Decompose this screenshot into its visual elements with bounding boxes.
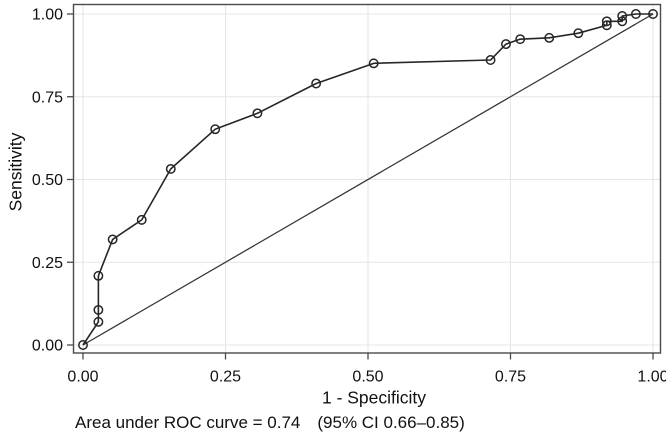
ci-text: (95% CI 0.66–0.85) — [317, 413, 465, 432]
roc-curve-line — [82, 13, 653, 346]
roc-marker — [311, 78, 322, 89]
roc-marker — [165, 163, 176, 174]
roc-marker — [93, 270, 104, 281]
roc-marker — [78, 340, 88, 350]
roc-marker — [93, 304, 104, 315]
roc-marker — [648, 9, 658, 19]
x-axis-label: 1 - Specificity — [321, 387, 427, 408]
roc-marker — [617, 11, 628, 21]
y-tick-label: 0.00 — [32, 338, 63, 355]
roc-marker — [515, 34, 526, 45]
y-tick-label: 0.25 — [32, 255, 63, 272]
x-tick-label: 0.50 — [352, 369, 383, 386]
roc-marker — [544, 32, 555, 43]
roc-marker — [500, 39, 511, 50]
x-tick-label: 0.25 — [210, 369, 241, 386]
auc-text: Area under ROC curve = 0.74 — [75, 413, 301, 432]
plot-border — [72, 3, 662, 354]
roc-marker — [136, 214, 147, 225]
roc-marker — [252, 108, 263, 119]
reference-line — [82, 13, 654, 346]
roc-marker — [617, 16, 628, 27]
roc-marker — [368, 58, 379, 69]
roc-marker — [107, 234, 118, 245]
y-tick-label: 0.75 — [32, 89, 63, 106]
roc-marker — [601, 20, 612, 31]
roc-marker — [485, 55, 496, 65]
roc-marker — [93, 316, 104, 327]
x-tick-label: 0.00 — [67, 369, 98, 386]
y-axis-label: Sensitivity — [5, 132, 26, 212]
roc-marker — [210, 124, 221, 135]
roc-marker — [630, 9, 641, 19]
x-tick-label: 1.00 — [637, 369, 666, 386]
roc-marker — [601, 16, 612, 27]
roc-marker — [573, 28, 584, 39]
auc-caption: Area under ROC curve = 0.74 (95% CI 0.66… — [75, 413, 465, 433]
y-tick-label: 0.50 — [32, 172, 63, 189]
x-tick-label: 0.75 — [495, 369, 526, 386]
y-tick-label: 1.00 — [32, 7, 63, 24]
